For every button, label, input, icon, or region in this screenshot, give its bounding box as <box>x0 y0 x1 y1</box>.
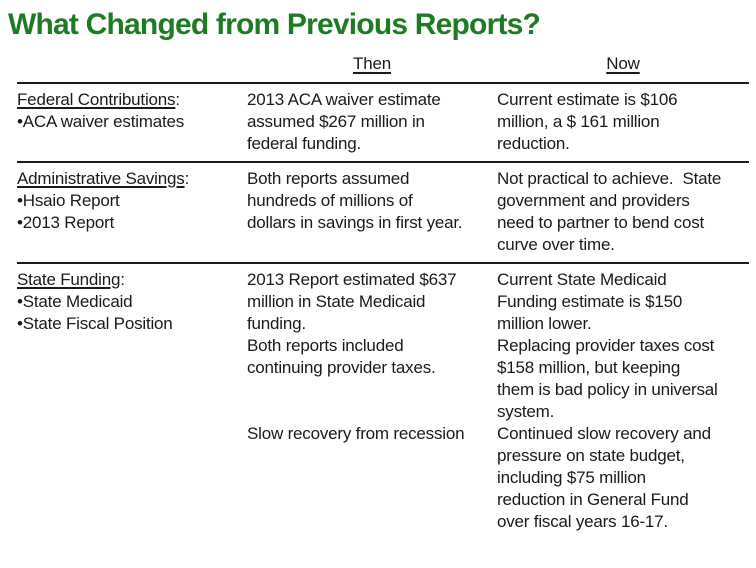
table-row-federal-contributions: Federal Contributions: •ACA waiver estim… <box>17 84 749 161</box>
header-spacer <box>17 53 247 75</box>
column-header-then: Then <box>353 54 391 73</box>
bullet-item: •2013 Report <box>17 213 115 232</box>
paragraph: Both reports included continuing provide… <box>247 336 436 377</box>
divider-rule <box>17 262 749 264</box>
paragraph: Both reports assumed hundreds of million… <box>247 169 463 232</box>
now-cell: Not practical to achieve. State governme… <box>497 168 749 256</box>
paragraph: Current estimate is $106 million, a $ 16… <box>497 90 678 153</box>
paragraph: Continued slow recovery and pressure on … <box>497 424 711 531</box>
now-cell: Continued slow recovery and pressure on … <box>497 423 749 533</box>
category-label: Administrative Savings: <box>17 169 190 188</box>
then-cell: 2013 Report estimated $637 million in St… <box>247 269 497 335</box>
table-row-state-funding: State Funding: •State Medicaid •State Fi… <box>17 264 749 539</box>
divider-rule <box>17 82 749 84</box>
category-label: State Funding: <box>17 270 125 289</box>
then-cell: Slow recovery from recession <box>247 423 497 533</box>
paragraph: Not practical to achieve. State governme… <box>497 169 722 254</box>
paragraph: Slow recovery from recession <box>247 424 465 443</box>
table-header-row: Then Now <box>17 53 749 82</box>
bullet-item: •State Fiscal Position <box>17 314 173 333</box>
bullet-item: •Hsaio Report <box>17 191 120 210</box>
then-cell: 2013 ACA waiver estimate assumed $267 mi… <box>247 89 497 155</box>
now-cell: Current estimate is $106 million, a $ 16… <box>497 89 749 155</box>
category-cell: Federal Contributions: •ACA waiver estim… <box>17 89 247 155</box>
paragraph: 2013 Report estimated $637 million in St… <box>247 270 457 333</box>
slide-title: What Changed from Previous Reports? <box>8 8 541 41</box>
category-cell: Administrative Savings: •Hsaio Report •2… <box>17 168 247 256</box>
category-colon: : <box>120 270 125 289</box>
category-label: Federal Contributions: <box>17 90 180 109</box>
bullet-item: •ACA waiver estimates <box>17 112 185 131</box>
then-cell: Both reports assumed hundreds of million… <box>247 168 497 256</box>
column-header-now: Now <box>606 54 640 73</box>
comparison-table: Then Now Federal Contributions: •ACA wai… <box>17 53 749 539</box>
bullet-item: •State Medicaid <box>17 292 133 311</box>
now-cell: Current State Medicaid Funding estimate … <box>497 269 749 335</box>
paragraph: Replacing provider taxes cost $158 milli… <box>497 336 718 421</box>
paragraph: Current State Medicaid Funding estimate … <box>497 270 683 333</box>
table-row-administrative-savings: Administrative Savings: •Hsaio Report •2… <box>17 163 749 262</box>
divider-rule <box>17 161 749 163</box>
category-colon: : <box>184 169 190 188</box>
then-cell: Both reports included continuing provide… <box>247 335 497 423</box>
category-colon: : <box>175 90 180 109</box>
now-cell: Replacing provider taxes cost $158 milli… <box>497 335 749 423</box>
category-cell: State Funding: •State Medicaid •State Fi… <box>17 269 247 533</box>
paragraph: 2013 ACA waiver estimate assumed $267 mi… <box>247 90 441 153</box>
